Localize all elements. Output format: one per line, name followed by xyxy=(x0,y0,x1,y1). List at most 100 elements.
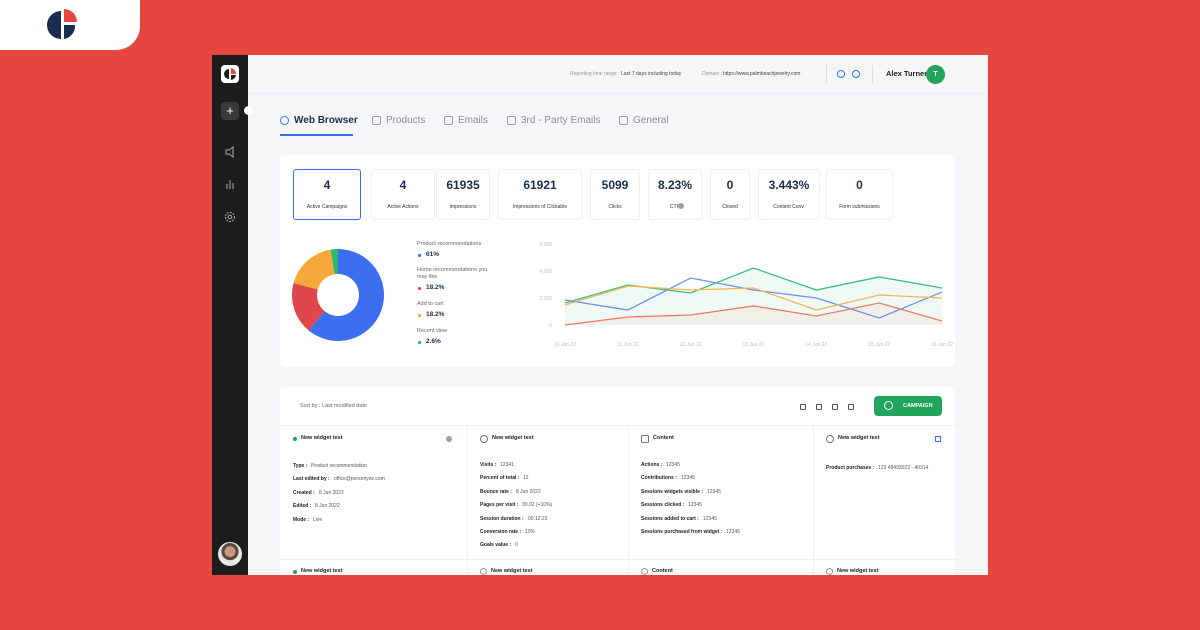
legend-label: Recent view xyxy=(417,328,447,334)
y-tick-label: 6,000 xyxy=(539,242,552,248)
open-link-icon[interactable] xyxy=(935,436,941,442)
stat-label: Form submissions xyxy=(839,204,880,210)
line xyxy=(564,302,943,326)
widget-title: Content xyxy=(653,435,674,441)
field-label: Conversion rate : xyxy=(480,529,522,535)
sort-select[interactable]: Sort by : Last modified date xyxy=(300,403,367,409)
stat-box[interactable]: 0 Closed xyxy=(710,169,750,220)
tab[interactable]: General xyxy=(633,115,669,126)
widget-icon xyxy=(480,435,488,443)
stat-value: 61935 xyxy=(446,178,480,192)
x-tick-label: 12 Jun 22 xyxy=(680,342,702,348)
field-value: 123 48493023 - 40314 xyxy=(878,465,929,471)
widget-title: New widget test xyxy=(301,435,343,441)
add-button[interactable]: + xyxy=(221,102,239,120)
pie-slice xyxy=(293,249,335,290)
field-value: 12345 xyxy=(703,515,717,522)
settings-icon[interactable] xyxy=(224,211,236,223)
time-range-label: Reporting time range : xyxy=(570,71,620,77)
charts: 0 2,000 4,000 6,000 10 Jun 22 11 Jun 22 12 Jun… xyxy=(292,242,953,348)
tab[interactable]: Products xyxy=(386,115,426,126)
stat-box[interactable]: 61921 Impressions of Clickable xyxy=(498,169,582,220)
x-tick-label: 14 Jun 22 xyxy=(805,342,827,348)
divider xyxy=(872,65,873,83)
tab[interactable]: Web Browser xyxy=(294,115,358,126)
y-tick-label: 4,000 xyxy=(539,269,552,275)
field-value: 0 xyxy=(515,542,518,549)
field-label: Sessions added to cart : xyxy=(641,515,699,522)
campaigns-icon[interactable] xyxy=(224,146,236,158)
campaign-button[interactable]: CAMPAIGN xyxy=(874,396,942,416)
stat-box[interactable]: 5099 Clicks xyxy=(590,169,640,220)
stat-value: 0 xyxy=(726,178,734,192)
user-photo[interactable] xyxy=(218,542,242,566)
legend-value: 61% xyxy=(426,251,440,258)
stat-value: 3.443% xyxy=(768,178,810,192)
help-icon[interactable] xyxy=(837,70,845,78)
area xyxy=(565,268,942,325)
field-label: Bounce rate : xyxy=(480,488,512,495)
header-rule xyxy=(248,93,988,94)
stat-box[interactable]: 8.23% CTR xyxy=(648,169,702,220)
legend-label: Add to cart xyxy=(417,301,444,307)
field-label: Edited : xyxy=(293,503,312,510)
field-value: 30.02 (+10%) xyxy=(522,502,553,509)
rule xyxy=(280,559,955,560)
field-value: Live xyxy=(313,516,323,523)
stat-box[interactable]: 4 Active Campaigns xyxy=(293,169,361,220)
tab[interactable]: 3rd - Party Emails xyxy=(521,115,601,126)
tab-icon xyxy=(444,116,453,125)
stat-box[interactable]: 3.443% Content Conv. xyxy=(758,169,820,220)
field-label: Product purchases : xyxy=(826,465,875,471)
divider xyxy=(826,65,827,83)
globe-icon[interactable] xyxy=(852,70,860,78)
line xyxy=(564,285,943,311)
info-icon xyxy=(446,436,452,442)
app-logo[interactable] xyxy=(221,65,239,83)
stat-value: 4 xyxy=(323,178,331,192)
widget-icon xyxy=(480,568,487,575)
stat-value: 4 xyxy=(399,178,407,192)
widget-title: New widget test xyxy=(837,568,879,574)
stat-value: 0 xyxy=(856,178,863,192)
domain[interactable]: https://www.palmbeachjewelry.com xyxy=(723,71,801,77)
area xyxy=(565,302,942,325)
line xyxy=(564,277,943,319)
field-label: Mode : xyxy=(293,516,310,523)
field-value: 8 Jun 2022 xyxy=(315,503,340,510)
field-value: 12345 xyxy=(707,488,721,495)
widget-icon xyxy=(641,435,649,443)
filter-icon[interactable] xyxy=(816,404,822,410)
widget-icon xyxy=(826,568,833,575)
time-range[interactable]: Last 7 days including today xyxy=(621,71,682,77)
field-label: Sessions purchased from widget : xyxy=(641,529,723,535)
field-label: Contributions : xyxy=(641,475,677,482)
archive-icon[interactable] xyxy=(848,404,854,410)
legend-value: 18.2% xyxy=(426,284,445,291)
reports-icon[interactable] xyxy=(224,178,236,190)
button-label: CAMPAIGN xyxy=(903,402,933,409)
stat-box[interactable]: 4 Active Actions xyxy=(371,169,435,220)
pie-slice xyxy=(292,283,325,331)
stat-box[interactable]: 0 Form submissions xyxy=(826,169,893,220)
field-label: Goals value : xyxy=(480,542,512,549)
field-value: 12345 xyxy=(688,502,702,509)
field-value: 8 Jun 2022 xyxy=(319,489,344,496)
rule xyxy=(280,425,955,426)
export-icon[interactable] xyxy=(832,404,838,410)
field-value: 12345 xyxy=(681,475,695,482)
x-tick-label: 16 Jun 22 xyxy=(931,342,953,348)
plus-icon xyxy=(884,401,893,410)
widget-icon xyxy=(641,568,648,575)
tab-underline xyxy=(280,134,353,136)
stat-label: Impressions xyxy=(449,204,477,210)
stat-box[interactable]: 61935 Impressions xyxy=(436,169,490,220)
stat-label: Closed xyxy=(722,204,738,210)
user-avatar[interactable]: T xyxy=(926,65,945,84)
refresh-icon[interactable] xyxy=(800,404,806,410)
collapse-toggle[interactable] xyxy=(244,106,253,115)
column-divider xyxy=(467,425,468,575)
tab[interactable]: Emails xyxy=(458,115,489,126)
stat-label: Clicks xyxy=(608,204,622,210)
legend-bullet xyxy=(418,314,421,317)
